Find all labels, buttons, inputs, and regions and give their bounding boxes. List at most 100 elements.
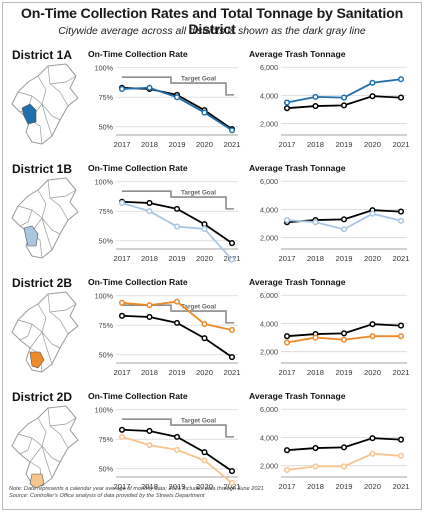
highlighted-district	[21, 103, 37, 125]
citywide-point	[201, 221, 208, 228]
y-tick-label: 2,000	[260, 120, 278, 129]
tonnage-panel-title: Average Trash Tonnage	[249, 49, 346, 59]
district-boundary	[41, 331, 53, 365]
note-line: Note: Data represents a calendar year av…	[9, 486, 264, 492]
x-tick-label: 2020	[196, 482, 213, 491]
citywide-point	[369, 93, 376, 100]
district-point	[146, 84, 153, 91]
district-point	[397, 333, 405, 340]
citywide-point	[228, 468, 236, 475]
y-tick-label: 2,000	[260, 348, 278, 357]
district-label: District 1A	[12, 48, 73, 62]
rate-panel-title: On-Time Collection Rate	[88, 277, 188, 287]
tonnage-panel-title: Average Trash Tonnage	[249, 277, 346, 287]
district-point	[340, 336, 348, 343]
x-tick-label: 2021	[393, 254, 410, 263]
x-tick-label: 2020	[196, 254, 213, 263]
target-goal-line	[122, 418, 234, 438]
x-tick-label: 2021	[224, 368, 241, 377]
y-tick-label: 100%	[95, 64, 114, 73]
x-tick-label: 2020	[364, 482, 381, 491]
city-outline	[11, 405, 79, 487]
target-goal-line	[122, 190, 234, 210]
district-label: District 1B	[12, 162, 73, 176]
citywide-point	[340, 216, 348, 223]
x-tick-label: 2020	[364, 368, 381, 377]
x-tick-label: 2018	[307, 254, 324, 263]
district-locator-map	[11, 405, 79, 489]
citywide-point	[283, 105, 291, 112]
target-goal-label: Target Goal	[181, 76, 216, 83]
x-tick-label: 2017	[279, 482, 296, 491]
x-tick-label: 2021	[393, 140, 410, 149]
district-point	[340, 226, 348, 233]
citywide-point	[369, 435, 376, 442]
district-boundary	[49, 189, 77, 199]
district-point	[118, 85, 126, 93]
citywide-point	[340, 330, 348, 337]
rate-chart: 100% 75% 50%2017 2018 2019 2020 2021 Target Goa…	[95, 292, 241, 377]
district-point	[173, 94, 181, 101]
district-point	[228, 127, 236, 134]
district-point	[312, 463, 319, 470]
highlighted-district	[29, 473, 45, 489]
district-boundary	[47, 179, 69, 221]
district-point	[146, 302, 153, 309]
citywide-point	[173, 205, 181, 212]
city-outline	[11, 291, 79, 373]
citywide-point	[228, 240, 236, 247]
citywide-point	[397, 208, 405, 215]
y-tick-label: 4,000	[260, 433, 278, 442]
district-boundary	[19, 437, 33, 455]
city-outline	[11, 177, 79, 259]
citywide-point	[283, 447, 291, 454]
tonnage-panel-title: Average Trash Tonnage	[249, 163, 346, 173]
rate-panel-title: On-Time Collection Rate	[88, 391, 188, 401]
citywide-point	[340, 102, 348, 109]
x-tick-label: 2018	[307, 482, 324, 491]
x-tick-label: 2018	[141, 482, 158, 491]
district-boundary	[49, 75, 77, 85]
x-tick-label: 2018	[141, 254, 158, 263]
y-tick-label: 4,000	[260, 205, 278, 214]
district-boundary	[49, 303, 77, 313]
x-tick-label: 2019	[169, 140, 186, 149]
district-point	[146, 442, 153, 449]
citywide-point	[201, 335, 208, 342]
y-tick-label: 75%	[99, 93, 114, 102]
district-point	[283, 339, 291, 346]
district-locator-map	[11, 291, 79, 373]
y-tick-label: 50%	[99, 123, 114, 132]
district-point	[173, 223, 181, 230]
x-tick-label: 2017	[279, 368, 296, 377]
target-goal-label: Target Goal	[181, 418, 216, 425]
citywide-point	[283, 333, 291, 340]
y-tick-label: 2,000	[260, 234, 278, 243]
highlighted-district	[29, 351, 45, 369]
y-tick-label: 100%	[95, 178, 114, 187]
x-tick-label: 2017	[114, 140, 131, 149]
x-tick-label: 2017	[279, 254, 296, 263]
target-goal-label: Target Goal	[181, 304, 216, 311]
district-point	[118, 199, 126, 207]
tonnage-chart: 6,000 4,000 2,000 2017 2018 2019 2020 2021	[260, 291, 409, 377]
district-point	[173, 446, 181, 453]
target-goal-label: Target Goal	[181, 190, 216, 197]
x-tick-label: 2019	[336, 368, 353, 377]
x-tick-label: 2019	[169, 368, 186, 377]
district-point	[312, 219, 319, 226]
district-point	[397, 217, 405, 224]
district-boundary	[41, 103, 53, 137]
x-tick-label: 2017	[279, 140, 296, 149]
district-point	[201, 457, 208, 464]
district-point	[201, 225, 208, 232]
district-point	[312, 93, 319, 100]
tonnage-chart: 6,000 4,000 2,000 2017 2018 2019 2020 2021	[260, 405, 409, 491]
citywide-point	[146, 427, 153, 435]
y-tick-label: 75%	[99, 207, 114, 216]
y-tick-label: 2,000	[260, 462, 278, 471]
district-point	[283, 99, 291, 106]
citywide-point	[228, 354, 236, 361]
citywide-point	[118, 426, 126, 433]
y-tick-label: 4,000	[260, 319, 278, 328]
